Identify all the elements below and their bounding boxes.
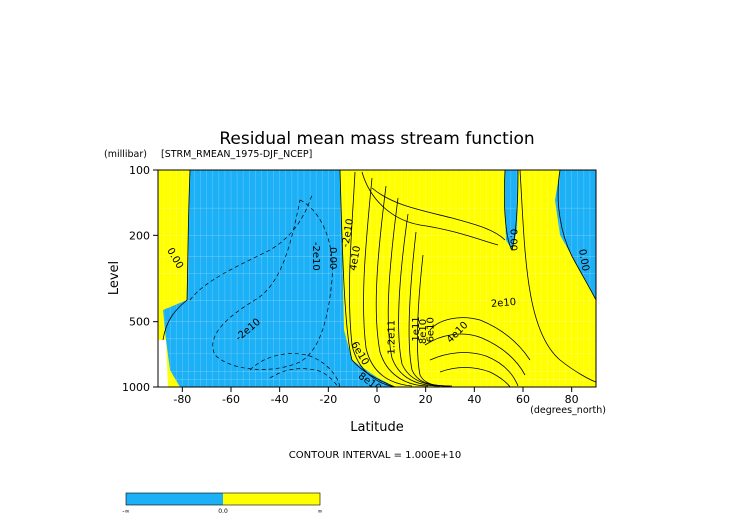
x-tick-label: -40 bbox=[271, 393, 289, 406]
contour-label: 0.00 bbox=[327, 247, 338, 269]
contour-interval-text: CONTOUR INTERVAL = 1.000E+10 bbox=[289, 450, 461, 461]
contour-label: 8e10 bbox=[418, 319, 429, 344]
x-tick-label: -20 bbox=[319, 393, 337, 406]
x-axis: -80 -60 -40 -20 0 20 40 60 80 bbox=[173, 387, 579, 406]
contour-label: 2e10 bbox=[491, 297, 517, 310]
plot-area: 0.00-2e10-2e10 0.00-2e104e106e108e101.2e1… bbox=[158, 170, 596, 387]
colorbar-label-max: ∞ bbox=[318, 508, 323, 515]
x-tick-label: 20 bbox=[419, 393, 433, 406]
x-axis-label: Latitude bbox=[350, 420, 404, 435]
colorbar: -∞ 0.0 ∞ bbox=[122, 492, 323, 515]
x-tick-label: 40 bbox=[467, 393, 481, 406]
y-tick-label: 500 bbox=[129, 316, 150, 329]
contour-label: 0.00 bbox=[576, 248, 591, 272]
colorbar-label-min: -∞ bbox=[122, 508, 129, 515]
x-tick-label: 80 bbox=[565, 393, 579, 406]
x-units-label: (degrees_north) bbox=[530, 405, 606, 416]
contour-label: 1e11 bbox=[411, 316, 422, 341]
chart-title: Residual mean mass stream function bbox=[219, 129, 534, 149]
y-axis-label: Level bbox=[107, 261, 122, 295]
contour-label: 6e10 bbox=[426, 317, 437, 342]
negative-region-north bbox=[555, 170, 596, 300]
x-tick-label: -60 bbox=[222, 393, 240, 406]
y-tick-label: 200 bbox=[129, 229, 150, 242]
x-tick-label: -80 bbox=[173, 393, 191, 406]
contour-label: -2e10 bbox=[340, 218, 356, 248]
contour-label: 4e10 bbox=[348, 245, 363, 272]
x-tick-label: 60 bbox=[516, 393, 530, 406]
y-units-label: (millibar) bbox=[104, 149, 147, 160]
contour-label: 1.2e11 bbox=[387, 320, 398, 355]
colorbar-positive bbox=[223, 493, 320, 505]
contour-label: -2e10 bbox=[310, 242, 321, 271]
colorbar-frame bbox=[125, 492, 321, 506]
grid-lines bbox=[158, 170, 596, 387]
contour-label: 0.00 bbox=[507, 229, 518, 251]
colorbar-negative bbox=[126, 493, 223, 505]
negative-region-main bbox=[163, 170, 395, 387]
y-tick-label: 100 bbox=[129, 164, 150, 177]
negative-contour-lines bbox=[189, 194, 341, 387]
missing-data-patch bbox=[158, 340, 168, 387]
colorbar-label-zero: 0.0 bbox=[218, 508, 228, 515]
x-tick-label: 0 bbox=[374, 393, 381, 406]
negative-region-mid bbox=[505, 170, 518, 250]
chart-subtitle: [STRM_RMEAN_1975-DJF_NCEP] bbox=[161, 149, 312, 160]
y-axis: 100 200 500 1000 bbox=[122, 164, 158, 394]
contour-lines bbox=[162, 170, 596, 387]
y-tick-label: 1000 bbox=[122, 381, 150, 394]
